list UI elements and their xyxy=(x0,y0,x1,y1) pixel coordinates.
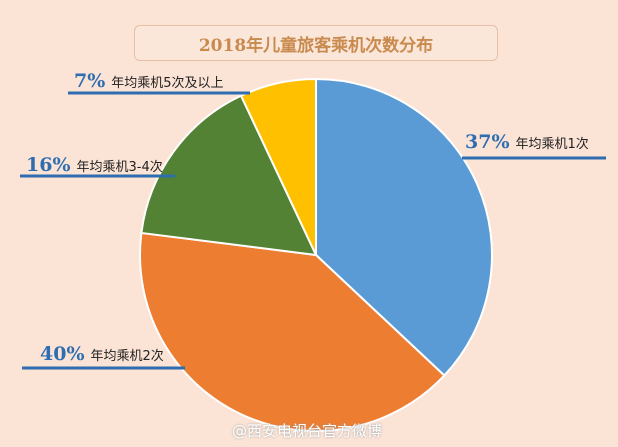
pie-slice-2 xyxy=(139,231,446,432)
pie-slice-3 xyxy=(140,94,318,257)
label-slice-1: 37% 年均乘机1次 xyxy=(465,131,589,153)
label-slice-2: 40% 年均乘机2次 xyxy=(40,343,164,365)
label-slice-3: 16% 年均乘机3-4次 xyxy=(26,154,163,176)
chart-title-box: 2018年儿童旅客乘机次数分布 xyxy=(134,25,498,61)
watermark: @西安电视台官方微博 xyxy=(232,422,383,440)
label-slice-4: 7% 年均乘机5次及以上 xyxy=(74,70,224,92)
pie-slice-4 xyxy=(239,77,317,256)
pie-slice-1 xyxy=(315,77,493,377)
chart-title: 2018年儿童旅客乘机次数分布 xyxy=(198,35,434,56)
